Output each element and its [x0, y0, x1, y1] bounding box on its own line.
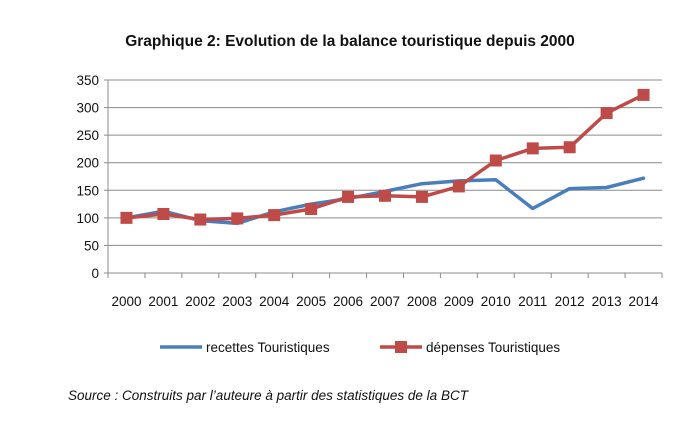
x-tick-label: 2006	[333, 294, 363, 309]
data-point	[526, 142, 539, 155]
x-tick-label: 2010	[481, 294, 511, 309]
data-point	[342, 190, 355, 203]
data-point	[563, 141, 576, 154]
data-point	[268, 209, 281, 222]
y-tick-label: 150	[76, 183, 99, 198]
x-tick-labels: 2000 2001 2002 2003 2004 2005 2006 2007 2008 2009…	[111, 294, 659, 309]
data-point	[489, 154, 502, 167]
legend-marker	[395, 341, 407, 353]
y-tick-label: 250	[76, 128, 99, 143]
series-markers	[120, 88, 650, 226]
data-point	[415, 190, 428, 203]
x-tick-label: 2008	[407, 294, 437, 309]
y-tick-label: 50	[84, 238, 99, 253]
y-tick-labels: 0 50 100 150 200 250 300 350	[76, 73, 99, 281]
x-tick-label: 2000	[111, 294, 141, 309]
data-point	[157, 207, 170, 220]
x-tick-label: 2001	[148, 294, 178, 309]
y-tick-label: 300	[76, 101, 99, 116]
y-tick-label: 0	[91, 266, 99, 281]
data-point	[379, 189, 391, 202]
source-note: Source : Construits par l’auteure à part…	[68, 388, 468, 403]
x-tick-label: 2004	[259, 294, 290, 309]
x-tick-label: 2007	[370, 294, 400, 309]
x-tick-label: 2009	[444, 294, 474, 309]
x-tick-label: 2013	[592, 294, 622, 309]
legend-label-2: dépenses Touristiques	[426, 340, 560, 355]
gridlines	[108, 79, 662, 246]
legend: recettes Touristiques dépenses Touristiqu…	[160, 340, 560, 355]
chart-title: Graphique 2: Evolution de la balance tou…	[125, 33, 575, 50]
x-tick-label: 2002	[185, 294, 215, 309]
legend-label-1: recettes Touristiques	[206, 340, 330, 355]
y-tick-label: 350	[76, 73, 99, 88]
x-tick-label: 2011	[518, 294, 547, 309]
x-tick-label: 2005	[296, 294, 326, 309]
data-point	[305, 203, 318, 216]
series-lines	[124, 93, 646, 226]
data-point	[637, 88, 650, 101]
data-point	[194, 213, 207, 226]
axes	[104, 79, 663, 278]
data-point	[452, 180, 465, 193]
y-tick-label: 200	[76, 156, 99, 171]
data-point	[120, 211, 133, 224]
y-tick-label: 100	[76, 211, 99, 226]
x-tick-label: 2014	[629, 294, 660, 309]
x-tick-label: 2003	[222, 294, 252, 309]
data-point	[600, 107, 613, 120]
data-point	[231, 212, 244, 225]
x-tick-label: 2012	[555, 294, 585, 309]
